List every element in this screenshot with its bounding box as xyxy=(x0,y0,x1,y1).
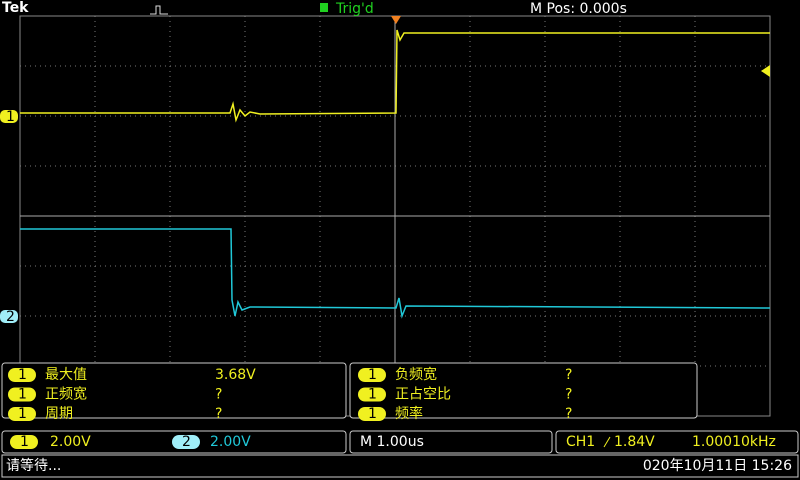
timebase: M 1.00us xyxy=(360,434,424,450)
ch1-marker xyxy=(0,110,18,123)
ch1-badge xyxy=(10,435,38,449)
measure-panel-left xyxy=(1,362,347,419)
measurement-label: 正频宽 xyxy=(45,386,87,403)
trigger-panel xyxy=(555,430,799,454)
measurement-value: ? xyxy=(565,387,572,403)
measurement-value: ? xyxy=(565,406,572,422)
ch2-badge-label: 2 xyxy=(182,434,191,450)
datetime: 020年10月11日 15:26 xyxy=(643,458,792,474)
measurement-channel: 1 xyxy=(18,367,27,383)
trigger-status: Trig'd xyxy=(335,1,374,17)
acquisition-icon xyxy=(150,5,168,15)
timebase-panel xyxy=(349,430,553,454)
measurement-label: 频率 xyxy=(395,405,423,422)
measurement-badge xyxy=(8,407,36,421)
trigger-source: CH1 xyxy=(566,434,595,450)
measurement-label: 正占空比 xyxy=(395,387,451,403)
trigger-slope xyxy=(603,436,611,448)
measurement-channel: 1 xyxy=(368,367,377,383)
measure-panel-right xyxy=(349,362,698,419)
measurement-badge xyxy=(358,407,386,421)
measurement-value: ? xyxy=(565,367,572,383)
ch2-marker-label: 2 xyxy=(6,309,15,325)
ch1-badge-label: 1 xyxy=(20,434,29,450)
measurement-value: 3.68V xyxy=(215,367,256,383)
trigger-position-marker xyxy=(391,16,401,24)
measurement-badge xyxy=(358,387,386,402)
ch1-scale: 2.00V xyxy=(50,434,91,450)
ch1-marker-label: 1 xyxy=(6,109,15,125)
measurement-label: 最大值 xyxy=(45,367,87,383)
trigger-level: 1.84V xyxy=(614,434,655,450)
measurement-value: ? xyxy=(215,387,222,403)
measurement-channel: 1 xyxy=(18,387,27,403)
status-bar xyxy=(1,454,799,478)
trigger-icon xyxy=(320,3,328,12)
trigger-level-marker xyxy=(761,65,770,77)
brand: Tek xyxy=(2,0,29,16)
trigger-frequency: 1.00010kHz xyxy=(692,434,776,450)
ch2-scale: 2.00V xyxy=(210,434,251,450)
measurement-label: 负频宽 xyxy=(395,366,437,383)
measurement-badge xyxy=(358,368,386,382)
measurement-channel: 1 xyxy=(18,406,27,422)
status-message: 请等待... xyxy=(6,457,61,474)
ch1-trace xyxy=(20,29,770,123)
measurement-label: 周期 xyxy=(45,406,73,422)
ch2-trace xyxy=(20,228,771,319)
measurement-value: ? xyxy=(215,406,222,422)
measurement-badge xyxy=(8,387,36,402)
ch2-marker xyxy=(0,310,18,323)
horizontal-position: M Pos: 0.000s xyxy=(530,1,627,17)
measurement-channel: 1 xyxy=(368,406,377,422)
ch2-badge xyxy=(172,435,200,449)
measurement-channel: 1 xyxy=(368,387,377,403)
measurement-badge xyxy=(8,368,36,382)
measurements: 1 最大值 3.68V 1 正频宽 ? 1 周期 ? 1 负频宽 ? 1 正占空比 ? 1 频率? xyxy=(8,366,572,422)
